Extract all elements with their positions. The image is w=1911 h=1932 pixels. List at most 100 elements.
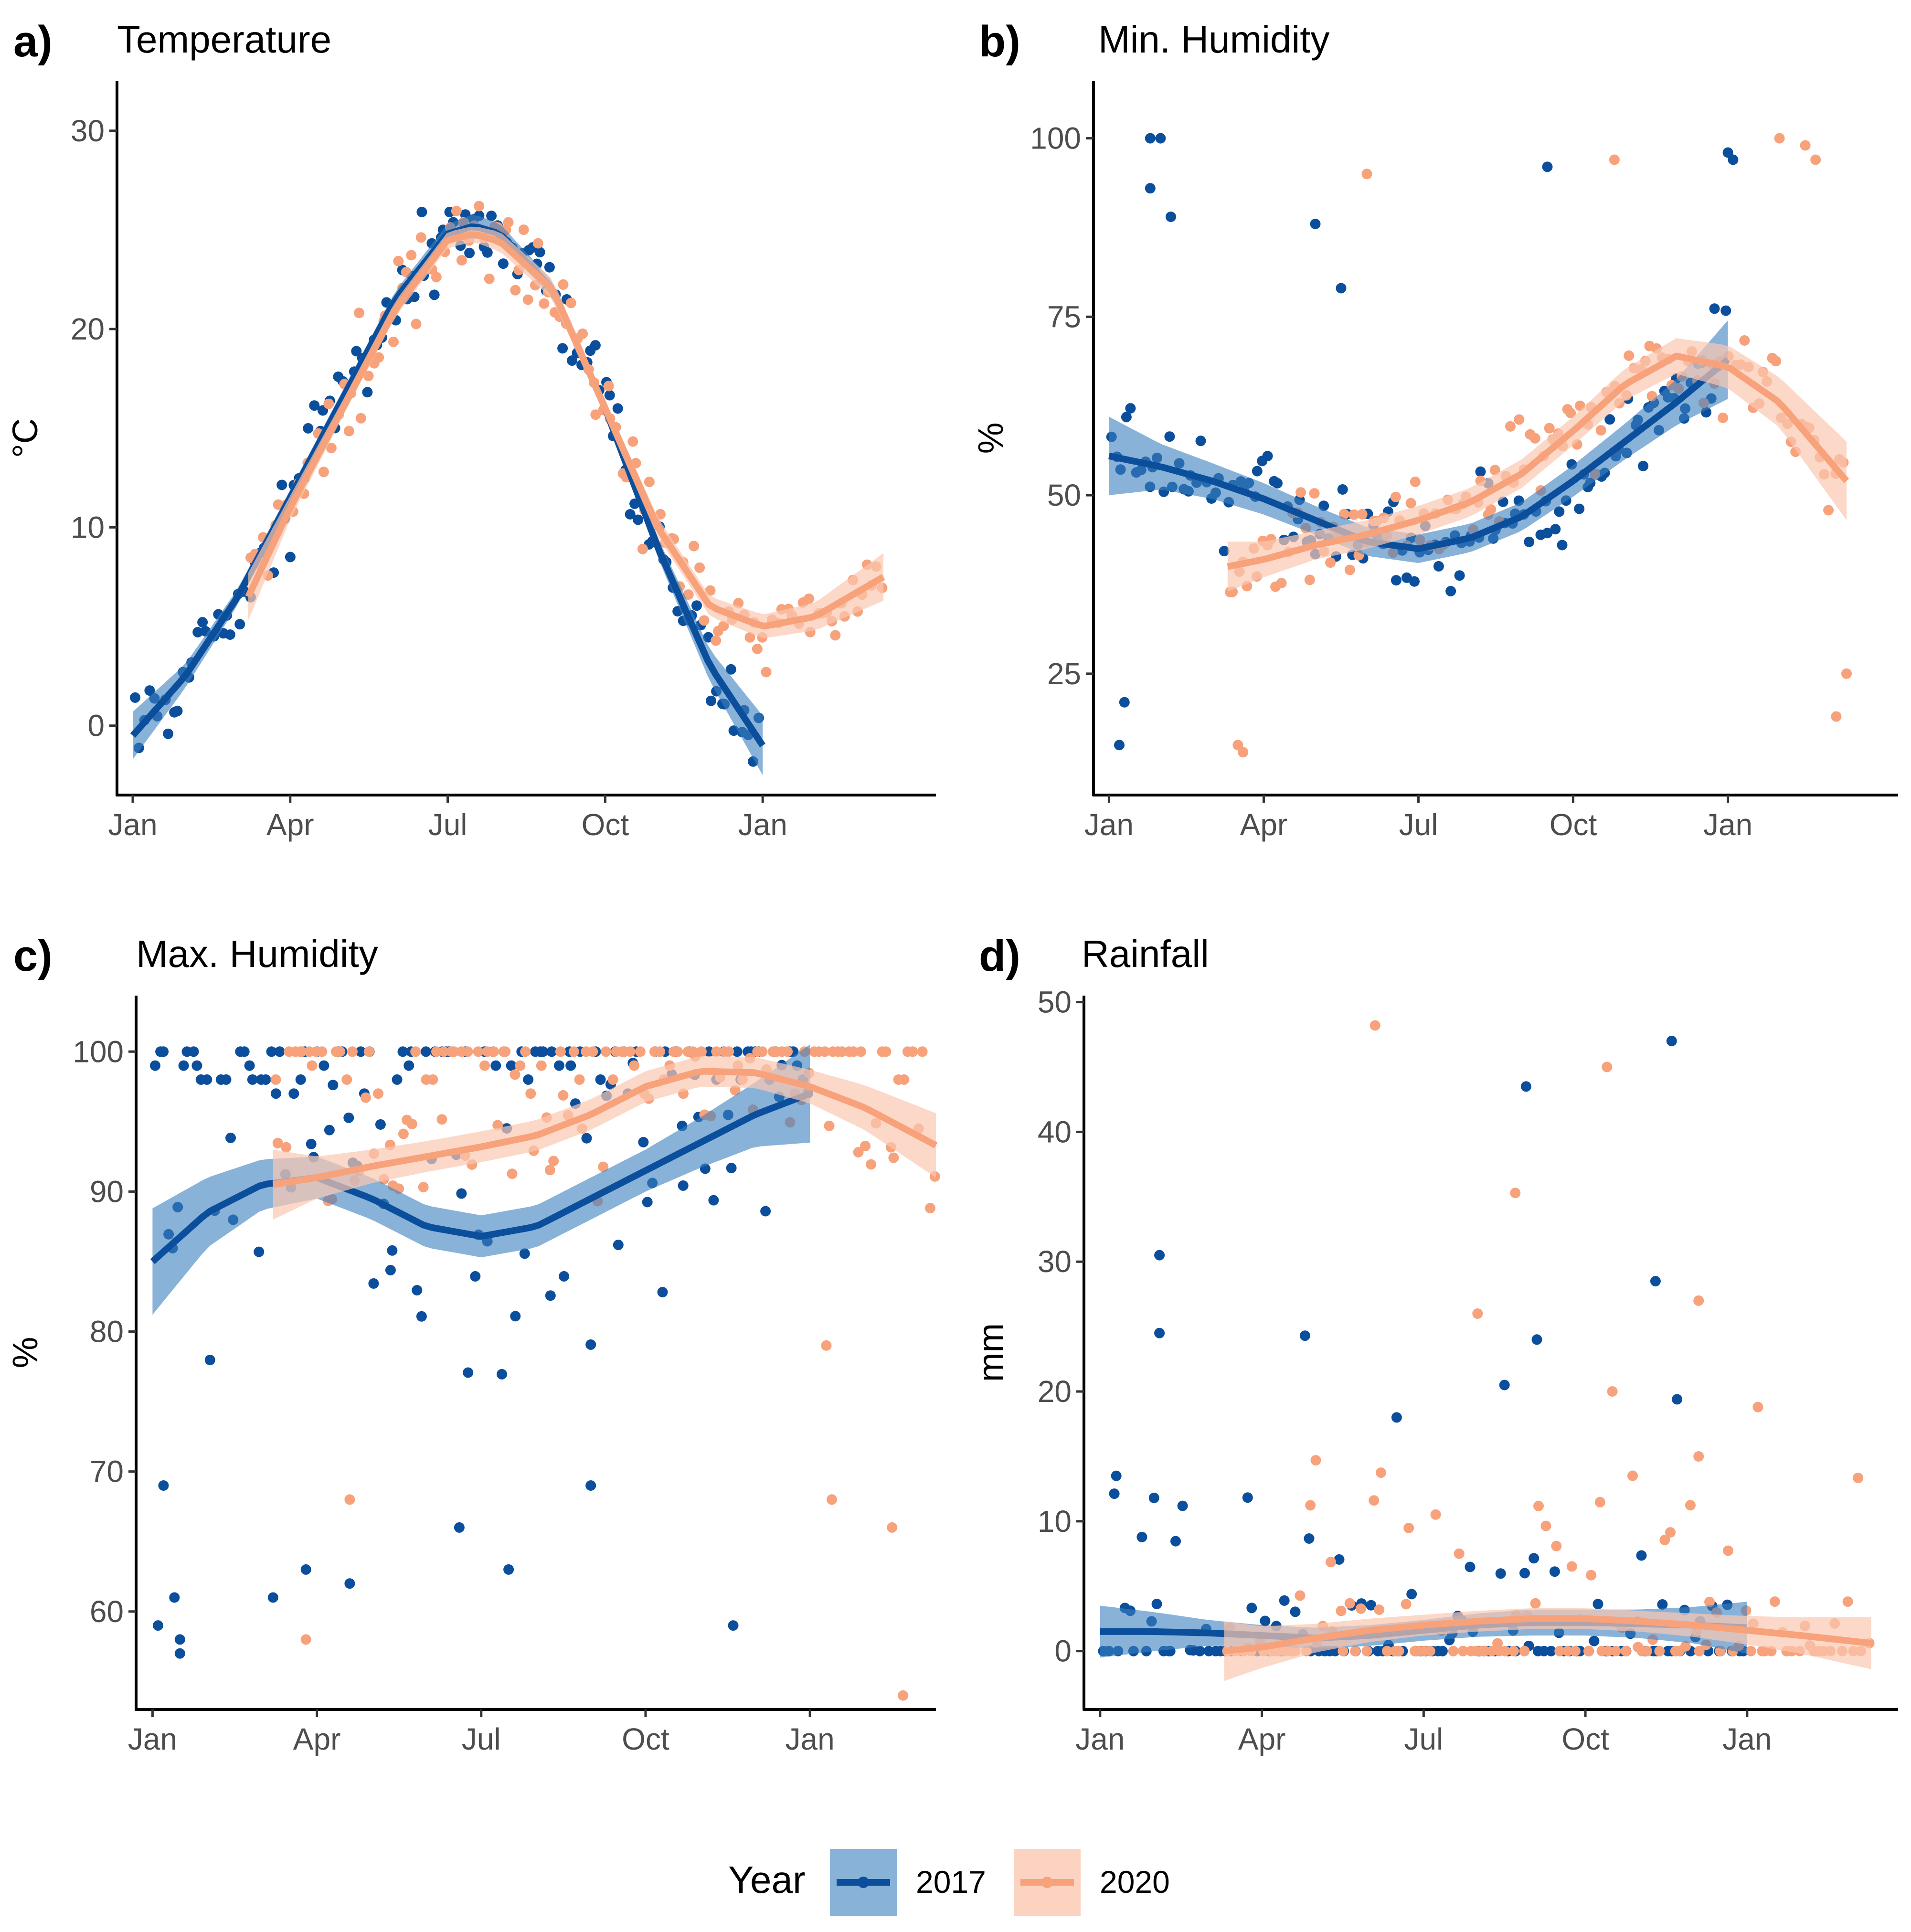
data-point [1529,433,1540,444]
data-point [1390,491,1401,502]
data-point [917,1046,928,1057]
data-point [757,1046,768,1057]
data-point [725,664,736,675]
data-point [1326,1557,1336,1568]
data-point [462,1046,473,1057]
data-point [490,1060,501,1071]
data-point [1752,1401,1763,1412]
data-point [1592,1599,1603,1610]
data-point [696,1046,707,1057]
data-point [1336,1605,1347,1616]
data-point [534,247,545,258]
data-point [479,1060,490,1071]
data-point [488,1046,499,1057]
x-tick-label: Jan [128,1722,177,1756]
data-point [1344,1598,1355,1609]
data-point [866,1159,877,1170]
panel-b-ylabel: % [971,423,1010,454]
data-point [451,205,462,216]
data-point [1405,498,1416,509]
data-point [368,1278,379,1289]
data-point [1381,1645,1392,1656]
data-point [642,1197,653,1208]
data-point [1310,1455,1321,1466]
data-point [1718,413,1729,424]
data-point [1299,1330,1310,1341]
panel-b-letter: b) [979,17,1020,66]
data-point [1361,1645,1372,1656]
y-tick-label: 10 [71,510,105,544]
data-point [510,1311,521,1322]
data-point [1164,431,1175,442]
data-point [827,1494,837,1505]
data-point [224,629,235,640]
data-point [633,514,644,525]
data-point [635,1046,646,1057]
data-point [415,232,426,243]
data-point [625,1046,636,1057]
legend-point-2020 [1041,1877,1053,1888]
data-point [1448,1645,1459,1656]
panel-c-ylabel: % [5,1337,45,1369]
data-point [612,403,623,414]
data-point [397,1046,408,1057]
data-point [819,1046,830,1057]
data-point [515,1060,526,1071]
data-point [1409,576,1420,587]
data-point [431,272,442,283]
data-point [234,619,245,630]
data-point [355,1046,366,1057]
data-point [568,1046,579,1057]
data-point [853,1147,864,1157]
data-point [683,589,694,600]
smooth-line-a-2017 [130,223,766,748]
data-point [1357,509,1368,520]
data-point [464,247,475,258]
data-point [355,413,366,424]
data-point [1520,1081,1531,1092]
data-point [782,1046,793,1057]
data-point [300,1564,311,1575]
data-point [486,211,497,221]
data-point [1154,1250,1165,1261]
x-tick-label: Jul [462,1722,501,1756]
data-point [1219,546,1230,557]
data-point [1583,1645,1594,1656]
data-point [1309,488,1320,499]
points-d-2017 [1098,1036,1749,1656]
panel-a-title: Temperature [117,18,331,61]
data-point [598,1161,609,1172]
data-point [1454,570,1465,581]
data-point [1550,524,1561,535]
data-point [1325,557,1336,568]
data-point [824,1120,835,1131]
data-point [548,1156,559,1167]
x-tick-label: Apr [266,807,314,842]
data-point [1769,1596,1780,1607]
data-point [500,1046,511,1057]
panel-a-ylabel: °C [5,418,45,458]
data-point [554,1060,564,1071]
data-point [604,390,615,401]
x-tick-label: Jul [1404,1722,1443,1756]
data-point [204,1355,215,1366]
data-point [706,695,716,706]
data-point [1195,435,1206,446]
y-tick-label: 20 [71,312,105,346]
data-point [1519,1645,1530,1656]
x-tick-label: Oct [582,807,629,842]
y-tick-label: 50 [1038,985,1072,1019]
data-point [507,1168,518,1179]
data-point [254,1246,265,1257]
data-point [1194,1645,1205,1656]
data-point [689,541,699,552]
points-d-2020 [1222,1020,1875,1656]
data-point [1609,154,1620,165]
data-point [406,250,417,261]
data-point [1693,1451,1704,1462]
data-point [1607,1386,1618,1397]
data-point [1136,1531,1147,1542]
data-point [448,1046,459,1057]
data-point [1508,1645,1519,1656]
smooth-line-b-2017 [1108,357,1731,552]
